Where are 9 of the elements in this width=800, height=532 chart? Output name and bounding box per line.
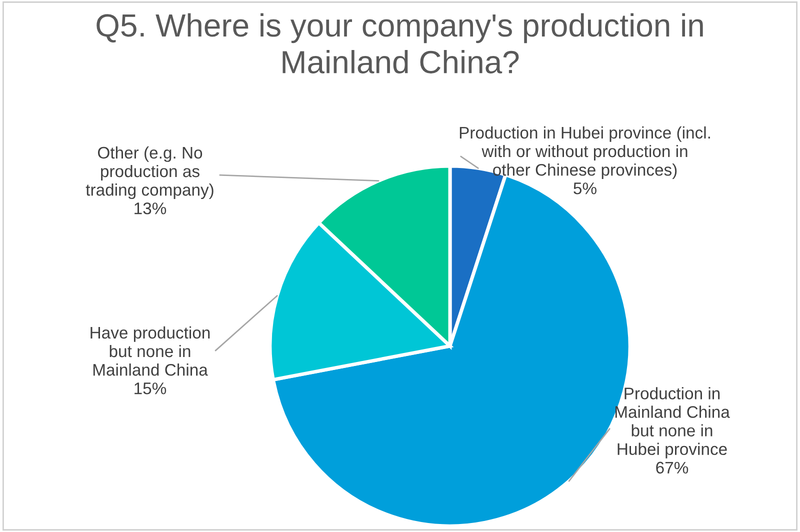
slice-label: Production in Hubei province (incl. with or without production in other Chinese provinces) xyxy=(460,126,710,180)
slice-label: Production in Mainland China but none in Hubei province xyxy=(615,387,730,458)
slice-label: Other (e.g. No production as trading company) xyxy=(86,146,214,200)
chart-title: Q5. Where is your company's production in Mainland China? xyxy=(96,13,703,74)
data-label: 67% xyxy=(656,462,688,474)
slice-label: Have production but none in Mainland China xyxy=(90,326,210,376)
data-label: 15% xyxy=(134,382,166,394)
data-label: 13% xyxy=(134,202,166,214)
data-label: 5% xyxy=(574,182,596,194)
